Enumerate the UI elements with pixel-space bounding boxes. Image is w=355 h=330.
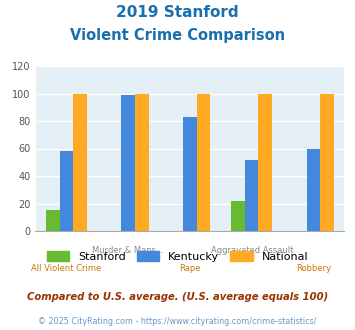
Text: 2019 Stanford: 2019 Stanford (116, 5, 239, 20)
Bar (258, 93, 272, 231)
Legend: Stanford, Kentucky, National: Stanford, Kentucky, National (43, 247, 312, 267)
Bar (121, 95, 135, 231)
Text: All Violent Crime: All Violent Crime (31, 264, 102, 273)
Bar (135, 93, 148, 231)
Text: Robbery: Robbery (296, 264, 331, 273)
Text: © 2025 CityRating.com - https://www.cityrating.com/crime-statistics/: © 2025 CityRating.com - https://www.city… (38, 317, 317, 326)
Bar (73, 93, 87, 231)
Text: Aggravated Assault: Aggravated Assault (211, 246, 293, 255)
Bar (245, 159, 258, 231)
Bar (231, 201, 245, 231)
Bar (307, 148, 320, 231)
Text: Murder & Mans...: Murder & Mans... (92, 246, 164, 255)
Bar (320, 93, 334, 231)
Bar (60, 151, 73, 231)
Bar (183, 117, 197, 231)
Text: Compared to U.S. average. (U.S. average equals 100): Compared to U.S. average. (U.S. average … (27, 292, 328, 302)
Bar (197, 93, 210, 231)
Bar (46, 211, 60, 231)
Text: Rape: Rape (179, 264, 201, 273)
Text: Violent Crime Comparison: Violent Crime Comparison (70, 28, 285, 43)
